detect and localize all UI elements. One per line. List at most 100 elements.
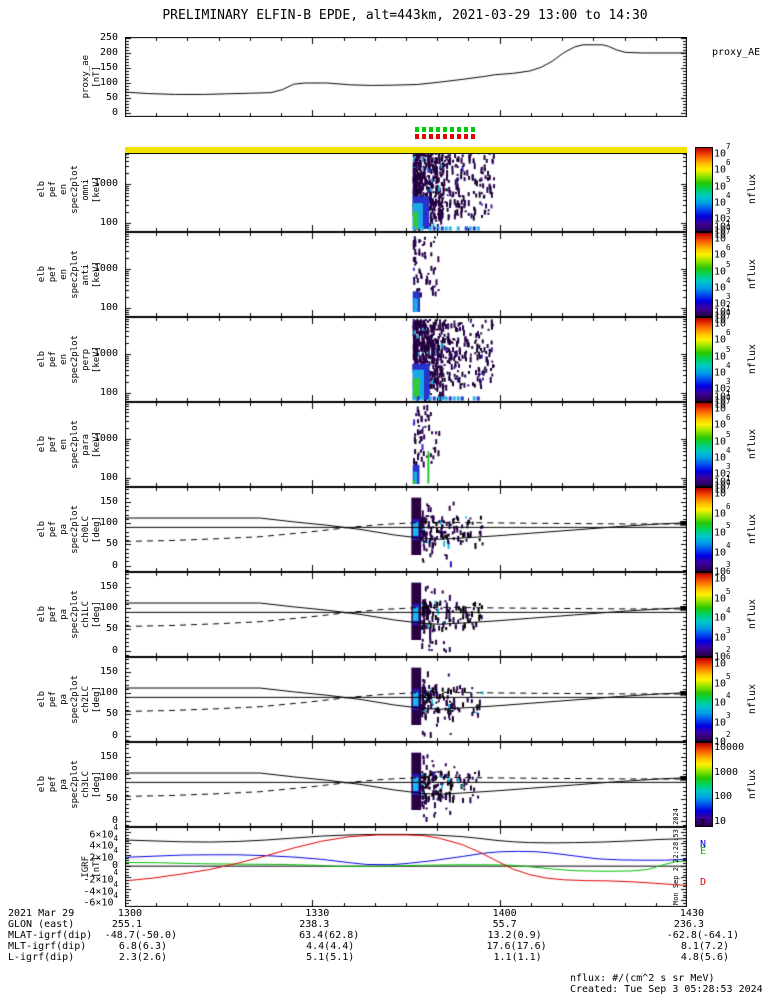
ytick-label: 100	[99, 772, 118, 784]
nflux-label: nflux	[746, 259, 758, 290]
colorbar-elb_pef_en_spec2plot_para	[695, 402, 713, 487]
proxy-ae-series-label: proxy_AE	[712, 47, 761, 58]
axis-label-word: spec2plot	[70, 165, 80, 214]
colorbar-elb_pef_en_spec2plot_perp	[695, 317, 713, 402]
exponent: 4	[726, 606, 731, 616]
colorbar-tick-label: 106	[714, 328, 731, 346]
colorbar-tick-label: 105	[714, 174, 731, 192]
colorbar-elb_pef_pa_spec2plot_ch3LC	[695, 742, 713, 827]
exponent: 7	[726, 227, 731, 237]
colorbar-tick-label: 103	[714, 710, 731, 729]
ytick-label: 250	[99, 31, 118, 43]
colorbar-tick-label: 101	[714, 388, 731, 407]
igrf-series-label-D: D	[700, 877, 707, 888]
colorbar-tick-label: 103	[714, 291, 731, 310]
ephemeris-row-label: MLAT-igrf(dip)	[8, 930, 93, 941]
exponent: 4	[113, 868, 118, 878]
panel-plot-elb_pef_en_spec2plot_perp	[125, 317, 687, 402]
nflux-units-note: nflux: #/(cm^2 s sr MeV)	[570, 973, 715, 984]
exponent: 3	[726, 206, 731, 216]
exponent: 3	[726, 560, 731, 570]
ytick-label: 150	[99, 750, 118, 762]
exponent: 2	[726, 299, 731, 309]
ephemeris-value: 236.3	[673, 919, 704, 930]
colorbar-tick-label: 107	[714, 397, 731, 415]
panel-plot-elb_pef_en_spec2plot_para	[125, 402, 687, 487]
ephemeris-row-label: MLT-igrf(dip)	[8, 941, 87, 952]
exponent: 3	[726, 376, 731, 386]
exponent: 0	[726, 308, 731, 317]
ytick-label: -2×104	[83, 868, 118, 886]
exponent: 5	[726, 344, 731, 354]
ytick-label: 150	[99, 495, 118, 507]
colorbar-tick-label: 10	[714, 815, 727, 827]
colorbar-tick-label: 104	[714, 360, 731, 379]
ephemeris-value: 4.8(5.6)	[680, 952, 729, 963]
ytick-label: 1000	[93, 348, 118, 360]
colorbar-tick-label: 104	[714, 190, 731, 209]
exponent: 7	[726, 142, 731, 152]
exponent: 4	[726, 691, 731, 701]
colorbar-axis-title: nflux	[746, 317, 758, 402]
exponent: 0	[726, 393, 731, 402]
colorbar-elb_pef_pa_spec2plot_ch2LC	[695, 657, 713, 742]
ephemeris-value: 1330	[305, 908, 330, 919]
ephemeris-value: 13.2(0.9)	[487, 930, 542, 941]
colorbar-tick-label: 102	[714, 730, 731, 748]
exponent: 4	[113, 823, 118, 833]
ephemeris-value: 63.4(62.8)	[299, 930, 360, 941]
colorbar-tick-label: 106	[714, 158, 731, 176]
exponent: 7	[726, 312, 731, 322]
exponent: 1	[726, 388, 731, 398]
colorbar-tick-label: 10000	[714, 741, 745, 753]
colorbar-tick-label: 107	[714, 142, 731, 160]
ytick-label: 0	[111, 729, 118, 741]
exponent: 4	[113, 891, 118, 901]
axis-label-word: spec2plot	[70, 250, 80, 299]
exponent: 1	[726, 473, 731, 483]
exponent: 5	[726, 521, 731, 531]
ephemeris-value: 255.1	[111, 919, 142, 930]
created-timestamp: Created: Tue Sep 3 05:28:53 2024	[570, 984, 763, 995]
ytick-label: -6×104	[83, 891, 118, 909]
colorbar-tick-label: 104	[714, 275, 731, 294]
colorbar-tick-label: 106	[714, 567, 731, 585]
ytick-label: 1000	[93, 263, 118, 275]
colorbar-tick-label: 106	[714, 652, 731, 670]
colorbar-tick-label: 105	[714, 344, 731, 362]
exponent: 3	[726, 291, 731, 301]
colorbar-elb_pef_en_spec2plot_anti	[695, 232, 713, 317]
colorbar-tick-label: 107	[714, 227, 731, 245]
ephemeris-value: 8.1(7.2)	[680, 941, 729, 952]
ytick-label: 50	[105, 623, 118, 635]
panel-plot-proxy_ae	[125, 37, 687, 117]
colorbar-tick-label: 103	[714, 376, 731, 395]
exponent: 4	[726, 360, 731, 370]
ephemeris-value: 2.3(2.6)	[118, 952, 167, 963]
ephemeris-row-label: 2021 Mar 29	[8, 908, 75, 919]
ytick-label: 4×104	[89, 834, 118, 852]
igrf-series-label-T: T	[700, 818, 707, 829]
colorbar-tick-label: 106	[714, 243, 731, 261]
panel-plot-elb_pef_pa_spec2plot_ch3LC	[125, 742, 687, 827]
ephemeris-value: 5.1(5.1)	[306, 952, 355, 963]
exponent: 4	[113, 834, 118, 844]
colorbar-tick-label: 102	[714, 469, 731, 487]
exponent: 6	[726, 328, 731, 338]
exponent: 5	[726, 586, 731, 596]
ytick-label: 0	[111, 107, 118, 119]
ephemeris-row-label: L-igrf(dip)	[8, 952, 75, 963]
ytick-label: 50	[105, 708, 118, 720]
exponent: 5	[726, 259, 731, 269]
exponent: 2	[726, 469, 731, 479]
colorbar-tick-label: 101	[714, 473, 731, 492]
ytick-label: 100	[99, 602, 118, 614]
ephemeris-value: 4.4(4.4)	[306, 941, 355, 952]
colorbar-tick-label: 101	[714, 303, 731, 322]
ytick-label: 0	[111, 644, 118, 656]
ytick-label: 150	[99, 580, 118, 592]
ytick-label: 2×104	[89, 845, 118, 864]
colorbar-tick-label: 102	[714, 384, 731, 402]
ytick-label: 50	[105, 538, 118, 550]
